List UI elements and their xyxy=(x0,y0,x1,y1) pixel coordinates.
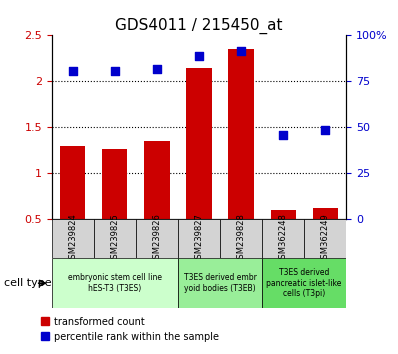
FancyBboxPatch shape xyxy=(220,219,262,258)
FancyBboxPatch shape xyxy=(52,219,94,258)
Point xyxy=(70,68,76,74)
Text: GSM239824: GSM239824 xyxy=(68,213,77,264)
Bar xyxy=(102,149,127,266)
Point xyxy=(112,68,118,74)
FancyBboxPatch shape xyxy=(262,258,346,308)
Bar xyxy=(228,49,254,266)
Point xyxy=(154,66,160,72)
Bar xyxy=(312,207,338,266)
Text: T3ES derived embr
yoid bodies (T3EB): T3ES derived embr yoid bodies (T3EB) xyxy=(183,274,256,293)
Point xyxy=(238,48,244,54)
Title: GDS4011 / 215450_at: GDS4011 / 215450_at xyxy=(115,18,283,34)
Bar xyxy=(60,146,86,266)
FancyBboxPatch shape xyxy=(304,219,346,258)
FancyBboxPatch shape xyxy=(262,219,304,258)
Text: GSM239828: GSM239828 xyxy=(236,213,246,264)
Point xyxy=(322,127,328,133)
Text: GSM239827: GSM239827 xyxy=(195,213,203,264)
Text: T3ES derived
pancreatic islet-like
cells (T3pi): T3ES derived pancreatic islet-like cells… xyxy=(267,268,342,298)
Bar xyxy=(144,141,170,266)
Text: GSM239826: GSM239826 xyxy=(152,213,162,264)
Bar xyxy=(271,210,296,266)
FancyBboxPatch shape xyxy=(178,219,220,258)
Text: GSM362248: GSM362248 xyxy=(279,213,288,264)
FancyBboxPatch shape xyxy=(94,219,136,258)
Text: GSM239825: GSM239825 xyxy=(110,213,119,264)
Bar xyxy=(186,68,212,266)
Text: GSM362249: GSM362249 xyxy=(321,213,330,264)
Legend: transformed count, percentile rank within the sample: transformed count, percentile rank withi… xyxy=(37,313,223,346)
Text: cell type: cell type xyxy=(4,278,52,288)
Point xyxy=(280,132,286,138)
FancyBboxPatch shape xyxy=(136,219,178,258)
Point xyxy=(196,53,202,58)
Text: embryonic stem cell line
hES-T3 (T3ES): embryonic stem cell line hES-T3 (T3ES) xyxy=(68,274,162,293)
FancyBboxPatch shape xyxy=(178,258,262,308)
FancyBboxPatch shape xyxy=(52,258,178,308)
